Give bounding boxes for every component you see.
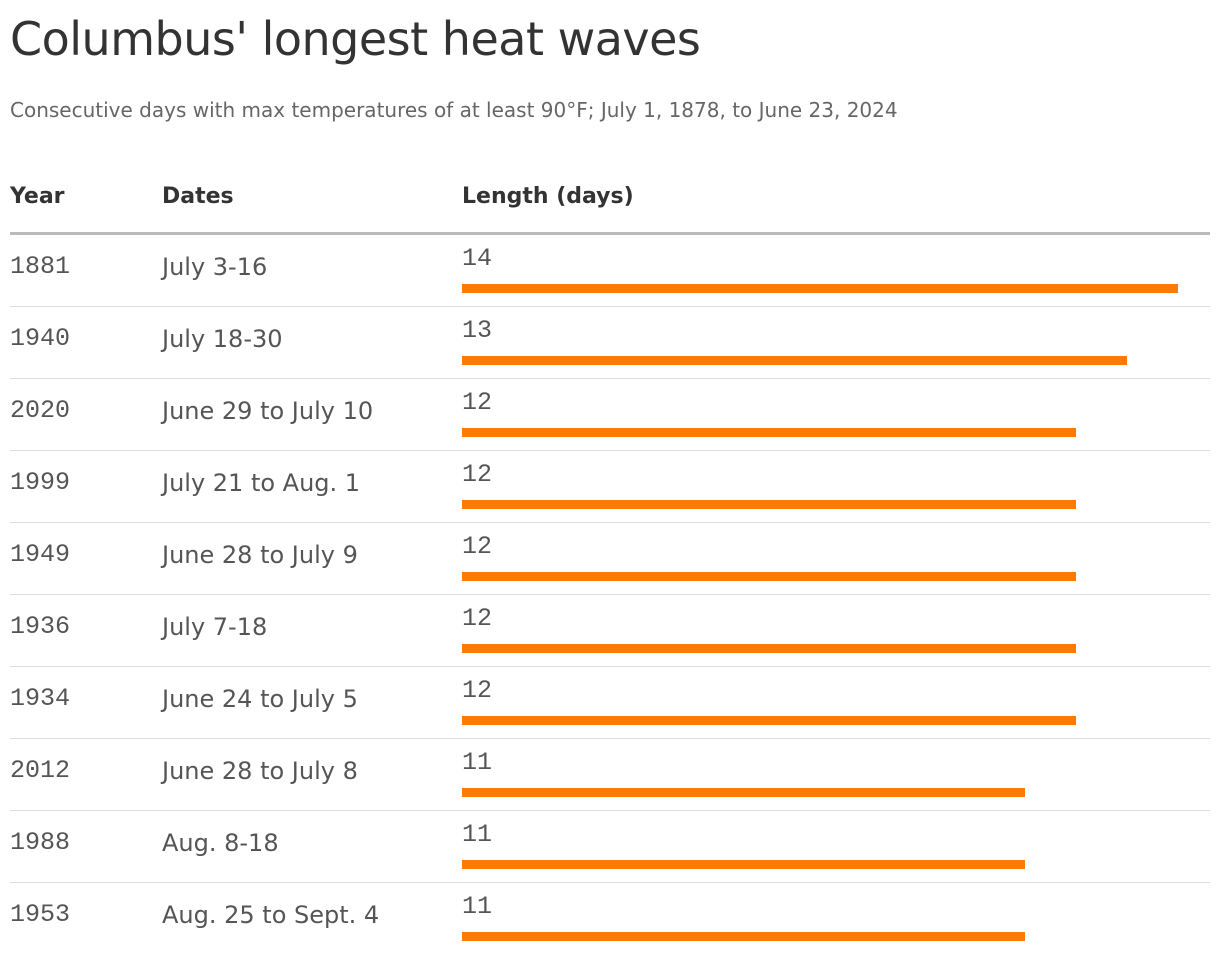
dates: July 21 to Aug. 1 [162, 469, 361, 497]
row-rule [10, 306, 1210, 307]
row-rule [10, 666, 1210, 667]
row-rule [10, 738, 1210, 739]
value-label: 12 [462, 676, 493, 705]
value-label: 11 [462, 820, 493, 849]
row-rule [10, 378, 1210, 379]
year: 1988 [10, 828, 71, 857]
column-header: Length (days) [462, 184, 634, 209]
year: 1936 [10, 612, 71, 641]
bar [462, 428, 1076, 437]
bar [462, 860, 1025, 869]
value-label: 11 [462, 748, 493, 777]
row-rule [10, 522, 1210, 523]
title: Columbus' longest heat waves [10, 12, 701, 66]
dates: June 28 to July 8 [162, 757, 358, 785]
dates: July 18-30 [162, 325, 283, 353]
dates: Aug. 25 to Sept. 4 [162, 901, 380, 929]
bar [462, 716, 1076, 725]
bar [462, 572, 1076, 581]
dates: Aug. 8-18 [162, 829, 279, 857]
bar [462, 644, 1076, 653]
bar [462, 788, 1025, 797]
row-rule [10, 594, 1210, 595]
dates: June 28 to July 9 [162, 541, 358, 569]
value-label: 12 [462, 532, 493, 561]
value-label: 13 [462, 316, 493, 345]
bar [462, 500, 1076, 509]
row-rule [10, 450, 1210, 451]
year: 1934 [10, 684, 71, 713]
value-label: 12 [462, 460, 493, 489]
year: 1949 [10, 540, 71, 569]
row-rule [10, 810, 1210, 811]
dates: June 24 to July 5 [162, 685, 358, 713]
bar [462, 932, 1025, 941]
value-label: 14 [462, 244, 493, 273]
subtitle: Consecutive days with max temperatures o… [10, 98, 898, 122]
column-header: Dates [162, 184, 234, 209]
dates: June 29 to July 10 [162, 397, 374, 425]
bar [462, 356, 1127, 365]
year: 1953 [10, 900, 71, 929]
dates: July 7-18 [162, 613, 268, 641]
year: 2020 [10, 396, 71, 425]
year: 2012 [10, 756, 71, 785]
row-rule [10, 882, 1210, 883]
year: 1881 [10, 252, 71, 281]
dates: July 3-16 [162, 253, 268, 281]
column-header: Year [10, 184, 65, 209]
bar [462, 284, 1178, 293]
header-rule [10, 232, 1210, 235]
year: 1999 [10, 468, 71, 497]
value-label: 11 [462, 892, 493, 921]
value-label: 12 [462, 388, 493, 417]
value-label: 12 [462, 604, 493, 633]
year: 1940 [10, 324, 71, 353]
